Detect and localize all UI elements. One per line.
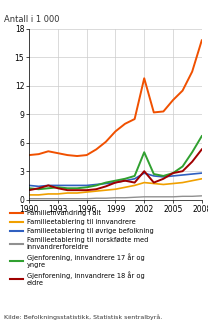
Text: Kilde: Befolkningsstatistikk, Statistisk sentralbyrå.: Kilde: Befolkningsstatistikk, Statistisk… [4, 315, 162, 320]
Text: Antall i 1 000: Antall i 1 000 [4, 15, 60, 24]
Legend: Familieinvandring i alt, Familieetablering til innvandrere, Familieetablering ti: Familieinvandring i alt, Familieetableri… [7, 208, 156, 289]
